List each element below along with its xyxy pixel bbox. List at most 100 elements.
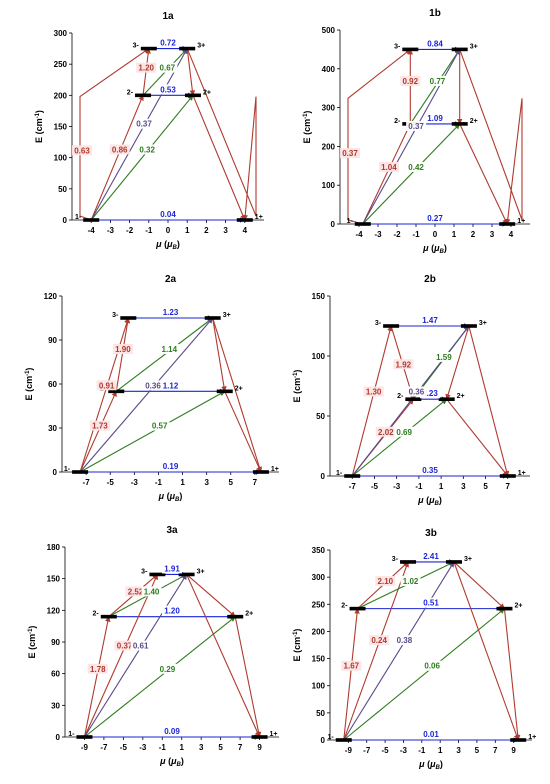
transition-arrow-1--to-2+ [343,608,505,741]
value-label-bg [157,663,178,674]
level-label: 1- [64,466,71,473]
x-tick-label: -3 [139,743,147,752]
y-tick-label: 0 [56,733,61,742]
transition-value-label: 0.38 [397,636,413,645]
level-label: 1- [328,734,335,741]
y-axis-label: E (cm-1) [302,111,312,144]
transition-value-label: 1.20 [164,607,180,616]
transition-value-label: 1.47 [422,316,438,325]
transition-arrow-2--to-3+ [409,48,461,125]
transition-value-label: 0.09 [164,727,180,736]
transition-value-label: 1.92 [396,360,412,369]
panel-title: 3b [425,528,437,539]
value-label-bg [158,37,178,48]
value-label-bg [109,144,130,155]
value-label-bg [341,660,362,671]
value-label-bg [406,386,427,397]
level-label: 2- [127,89,134,96]
energy-level-2- [405,397,422,401]
transition-arrow-1--to-2- [362,123,411,225]
level-label: 1+ [270,731,278,738]
transition-value-label: 0.06 [424,662,440,671]
level-label: 3+ [470,43,478,50]
transition-arrow-2+-to-1+ [459,123,508,225]
x-tick-label: -9 [345,746,353,755]
energy-level-1- [354,222,371,226]
y-tick-label: 50 [316,412,325,421]
level-label: 2+ [514,603,522,610]
transition-value-label: 0.37 [408,122,424,131]
x-tick-label: 2 [204,226,209,235]
transition-arrow-1--to-3+ [83,573,188,738]
y-tick-label: 150 [312,655,326,664]
value-label-bg [157,62,178,73]
energy-level-1- [344,474,361,478]
value-label-bg [143,380,164,391]
energy-level-3- [140,46,157,51]
value-label-bg [406,161,427,172]
transition-arrow-1--to-2- [79,390,117,473]
value-label-bg [421,550,441,561]
level-label: 3- [112,312,119,319]
y-tick-label: 150 [312,292,326,301]
level-label: 3+ [223,312,231,319]
x-tick-label: 3 [490,230,495,239]
value-label-bg [89,420,110,431]
level-label: 3- [141,568,148,575]
transition-arrow-1--to-2+ [90,94,194,221]
y-tick-label: 60 [48,380,57,389]
x-tick-label: 3 [456,746,461,755]
transition-arrow-1--to-2+ [362,123,461,225]
transition-arrow-1--to-2+ [351,398,448,477]
transition-value-label: 2.23 [422,389,438,398]
value-label-bg [162,563,182,574]
value-label-bg [72,145,92,156]
x-tick-label: -3 [400,746,408,755]
value-label-bg [427,75,448,86]
level-label: 3+ [479,320,487,327]
transition-arrow-2--to-3+ [115,317,214,392]
transition-value-label: 0.24 [371,636,387,645]
value-label-bg [421,729,441,739]
panel-title: 1b [429,8,441,19]
transition-arrow-1--to-3- [347,48,411,225]
value-label-bg [375,575,396,586]
y-tick-label: 200 [312,627,326,636]
value-label-bg [420,315,440,325]
value-label-bg [425,38,445,49]
energy-level-1+ [510,738,527,742]
transition-value-label: 2.41 [423,552,439,561]
level-label: 1+ [271,466,279,473]
transition-arrow-3+-to-1+ [212,317,263,473]
value-label-bg [378,161,399,172]
energy-level-2+ [496,606,513,611]
value-label-bg [421,597,441,608]
x-tick-label: 1 [438,746,443,755]
x-tick-label: -7 [83,478,91,487]
transition-value-label: 1.09 [427,114,443,123]
x-tick-label: -3 [107,226,115,235]
transition-value-label: 0.35 [422,466,438,475]
x-tick-label: 3 [199,743,204,752]
transition-value-label: 0.77 [430,77,446,86]
y-tick-label: 200 [54,91,68,100]
x-tick-label: -3 [374,230,382,239]
x-axis-label: μ (μB) [417,495,442,507]
value-label-bg [125,586,146,597]
energy-level-2- [349,606,366,611]
y-tick-label: 300 [54,29,68,38]
panel-title: 2b [424,274,436,285]
panel-title: 3a [166,525,178,536]
level-label: 2+ [203,89,211,96]
energy-level-2- [108,389,125,394]
transition-value-label: 0.53 [160,85,176,94]
y-tick-label: 500 [322,26,336,35]
x-tick-label: 4 [243,226,248,235]
energy-level-2- [100,614,117,619]
transition-value-label: 0.37 [136,120,152,129]
energy-level-2+ [227,614,244,619]
y-tick-label: 350 [312,546,326,555]
x-tick-label: 0 [166,226,171,235]
transition-value-label: 0.84 [427,39,443,48]
